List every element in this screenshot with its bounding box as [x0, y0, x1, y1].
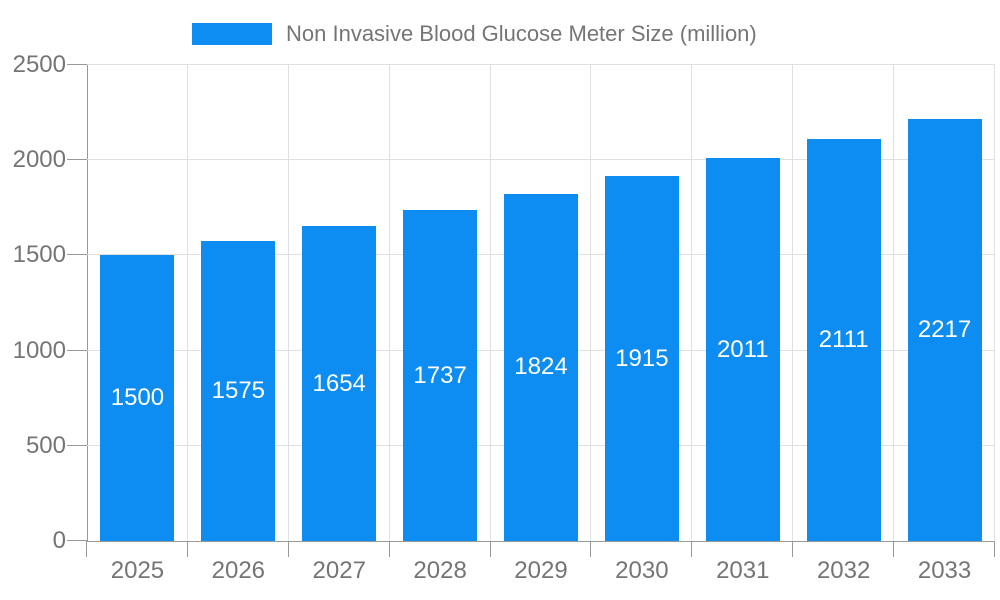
y-axis-label: 1000 [12, 336, 66, 364]
gridline-horizontal [87, 64, 995, 65]
x-axis-label: 2031 [716, 557, 770, 584]
x-axis-label: 2030 [615, 557, 669, 584]
x-axis-tick [287, 541, 289, 557]
x-axis-label: 2025 [110, 557, 165, 584]
y-axis-tick [67, 254, 87, 256]
bar-value-label: 1737 [413, 361, 467, 389]
gridline-vertical [287, 65, 289, 541]
x-axis-label: 2028 [413, 557, 467, 584]
x-axis-label: 2032 [816, 557, 871, 584]
gridline-vertical [994, 65, 995, 541]
y-axis-tick [67, 159, 87, 161]
x-axis-tick [792, 541, 794, 557]
bar-2030[interactable]: 1915 [604, 176, 679, 541]
gridline-vertical [186, 65, 188, 541]
y-axis-tick [67, 349, 87, 351]
plot-area: 0 500 1000 1500 2000 2500 1500 2025 1575 2026 1654… [13, 53, 995, 583]
x-axis-tick [86, 541, 87, 557]
bar-2027[interactable]: 1654 [302, 226, 377, 541]
x-axis-label: 2029 [514, 557, 568, 584]
bar-2026[interactable]: 1575 [201, 241, 276, 541]
gridline-vertical [691, 65, 693, 541]
bar-value-label: 2011 [716, 335, 769, 363]
gridline-vertical [489, 65, 491, 541]
bar-value-label: 1824 [514, 353, 568, 381]
gridline-vertical [590, 65, 592, 541]
y-axis-tick [67, 444, 87, 446]
x-axis-label: 2026 [211, 557, 266, 584]
bar-2025[interactable]: 1500 [100, 255, 175, 541]
y-axis-label: 1500 [12, 241, 66, 269]
bar-2028[interactable]: 1737 [403, 210, 478, 541]
x-axis-tick [893, 541, 895, 557]
bar-value-label: 1500 [110, 384, 165, 412]
y-axis-label: 2500 [12, 51, 66, 78]
gridline-vertical [792, 65, 794, 541]
y-axis-label: 0 [52, 527, 66, 554]
bar-value-label: 2111 [818, 326, 869, 354]
bar-2029[interactable]: 1824 [504, 193, 578, 541]
bar-value-label: 1575 [211, 377, 266, 405]
x-axis-tick [590, 541, 592, 557]
gridline-horizontal [87, 159, 995, 161]
bar-value-label: 2217 [917, 315, 972, 343]
x-axis-tick [691, 541, 693, 557]
y-axis-tick [67, 64, 87, 65]
y-axis-label: 500 [25, 431, 66, 459]
y-axis-label: 2000 [12, 146, 66, 174]
legend-label: Non Invasive Blood Glucose Meter Size (m… [286, 21, 757, 46]
x-axis-tick [994, 541, 995, 557]
bar-value-label: 1654 [312, 369, 366, 397]
legend-swatch [192, 23, 272, 45]
x-axis-tick [388, 541, 390, 557]
y-axis-tick [67, 540, 87, 541]
x-axis-tick [489, 541, 491, 557]
bar-value-label: 1915 [615, 344, 669, 372]
bar-2033[interactable]: 2217 [907, 118, 982, 541]
x-axis-line [87, 541, 995, 542]
x-axis-label: 2033 [917, 557, 972, 584]
y-axis-line [87, 65, 88, 541]
bar-2031[interactable]: 2011 [705, 158, 780, 541]
bar-2032[interactable]: 2111 [806, 139, 881, 541]
gridline-vertical [893, 65, 895, 541]
x-axis-label: 2027 [312, 557, 366, 584]
gridline-vertical [388, 65, 390, 541]
x-axis-tick [186, 541, 188, 557]
legend-item[interactable]: Non Invasive Blood Glucose Meter Size (m… [192, 21, 757, 47]
